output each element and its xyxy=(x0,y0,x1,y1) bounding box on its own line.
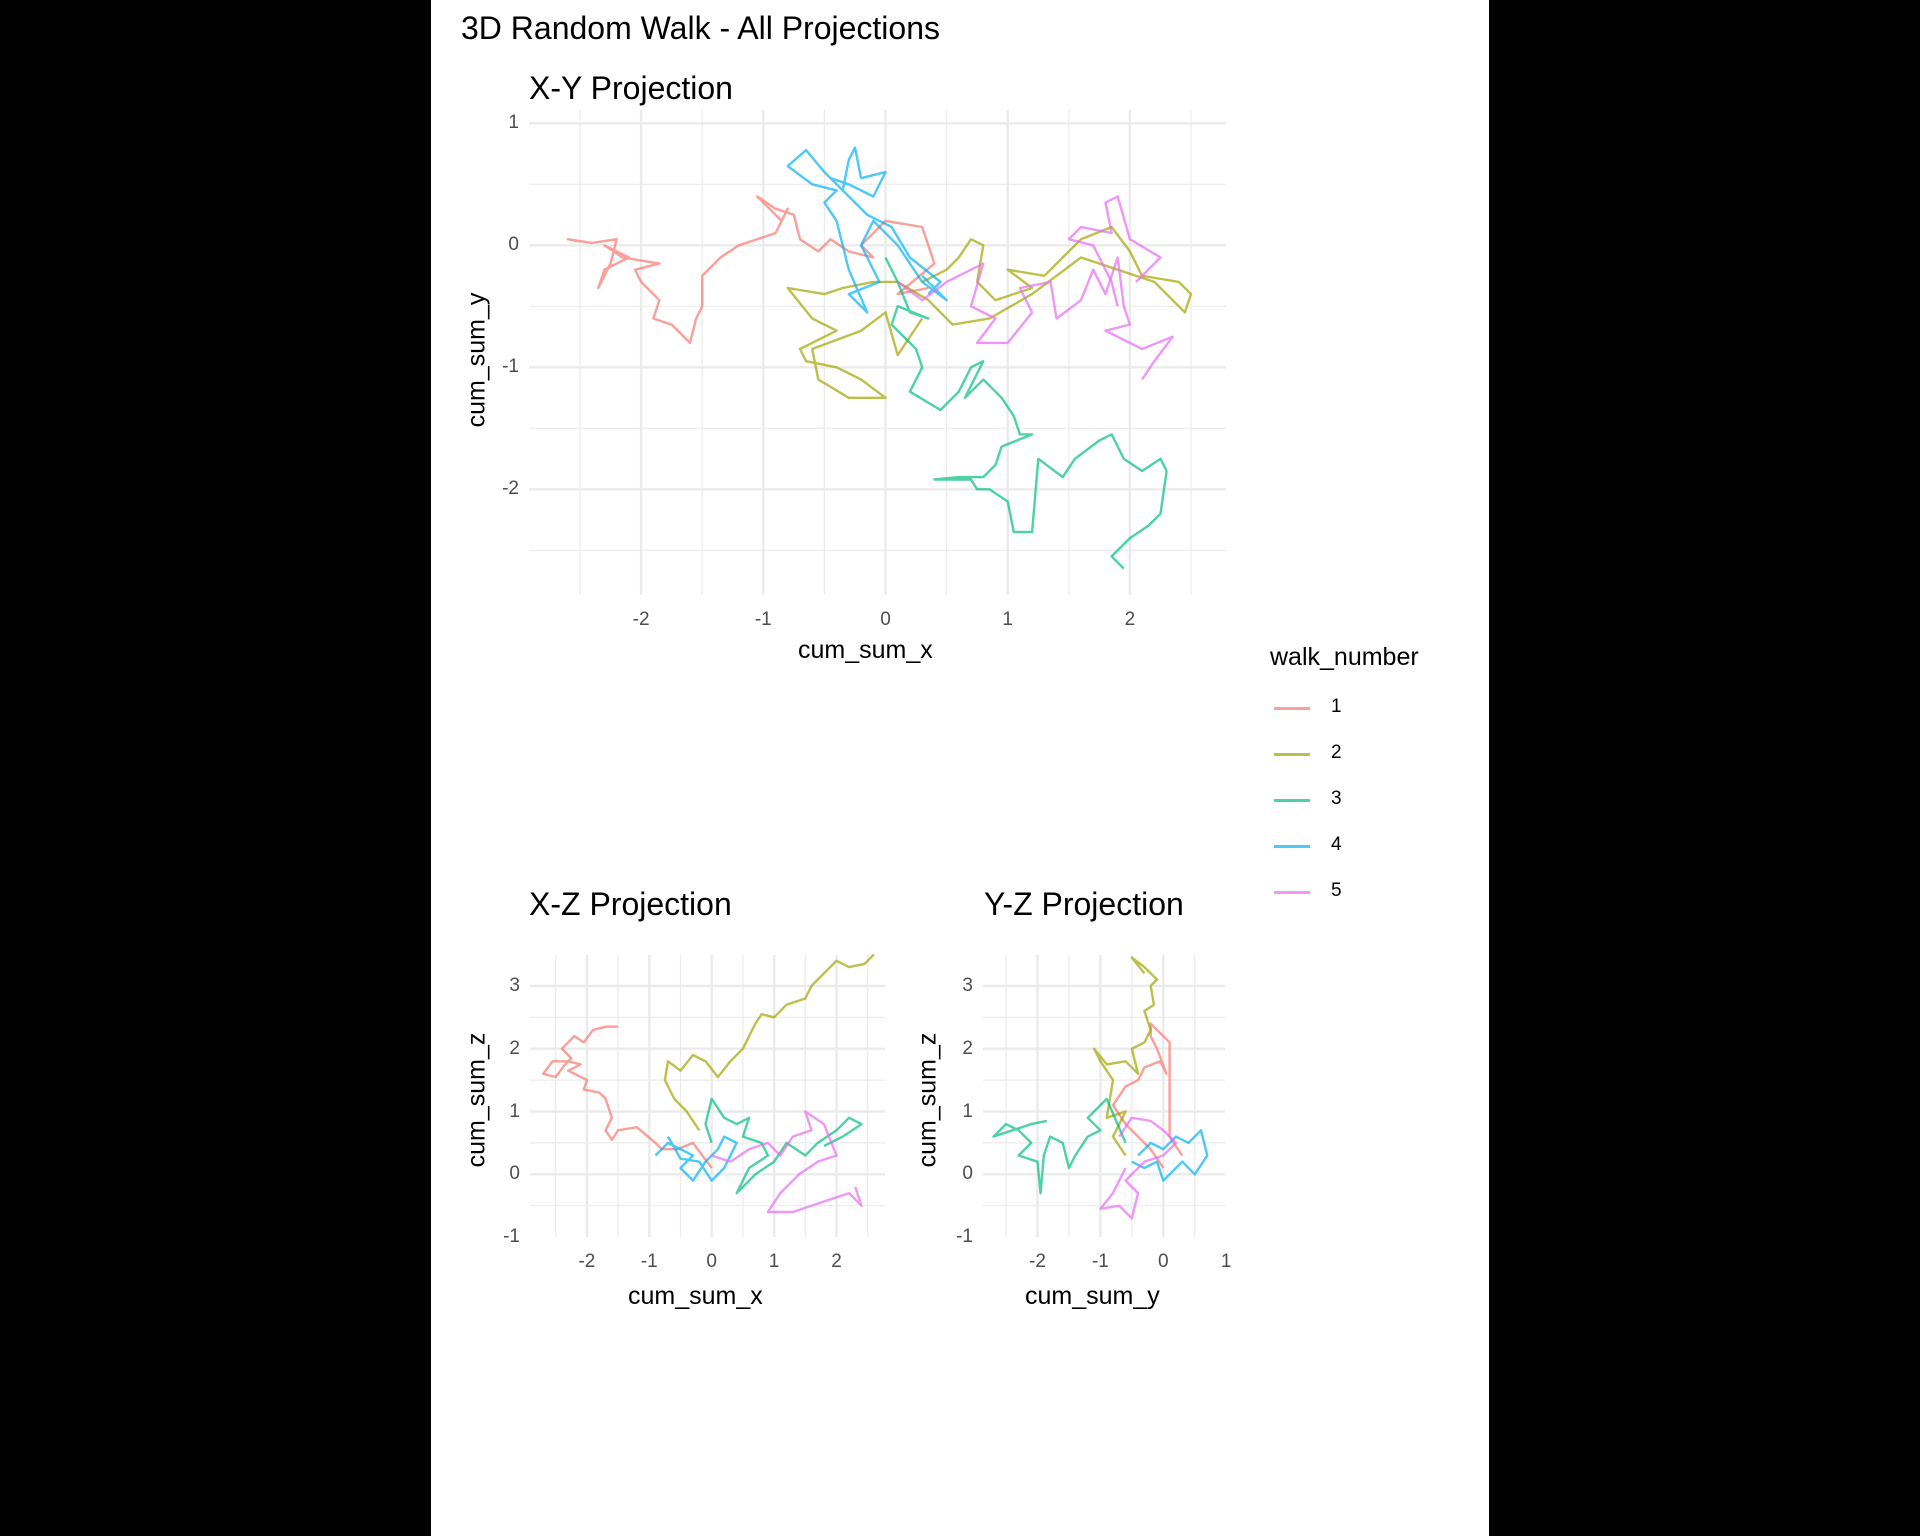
legend-label-4: 4 xyxy=(1331,834,1342,855)
walk-line-2 xyxy=(786,225,1193,399)
yz-x-axis-title: cum_sum_y xyxy=(1025,1282,1160,1310)
walk-line-5 xyxy=(896,256,1174,381)
xz-y-tick: 3 xyxy=(509,974,520,996)
xy-y-tick: 0 xyxy=(508,234,519,256)
walk-line-5 xyxy=(711,1110,863,1214)
yz-x-tick: 1 xyxy=(1220,1251,1232,1272)
xy-x-axis-title: cum_sum_x xyxy=(798,636,933,664)
yz-x-tick: -1 xyxy=(1091,1251,1109,1272)
legend-key-1 xyxy=(1274,706,1310,710)
xz-x-tick: 1 xyxy=(768,1251,780,1272)
walk-line-5b xyxy=(1067,195,1162,307)
yz-y-tick: 2 xyxy=(962,1037,973,1059)
yz-y-tick: -1 xyxy=(956,1226,973,1248)
xz-y-tick: 1 xyxy=(509,1100,520,1122)
xy-x-tick: -1 xyxy=(754,609,772,630)
xy-y-tick: -2 xyxy=(502,478,519,500)
xz-y-tick: 0 xyxy=(509,1163,520,1185)
legend-label-5: 5 xyxy=(1331,880,1342,901)
walk-line-5 xyxy=(1099,1116,1178,1220)
xy-panel-title: X-Y Projection xyxy=(529,70,733,106)
walk-line-2 xyxy=(1092,956,1159,1157)
yz-y-tick: 0 xyxy=(962,1163,973,1185)
walk-line-4 xyxy=(1131,1129,1209,1182)
xz-x-tick: -1 xyxy=(640,1251,658,1272)
legend-key-3 xyxy=(1274,798,1310,802)
xy-x-tick: 2 xyxy=(1124,609,1136,630)
legend-key-2 xyxy=(1274,752,1310,756)
xy-panel xyxy=(529,110,1226,595)
walk-line-3 xyxy=(884,256,1168,570)
legend-title: walk_number xyxy=(1270,643,1419,671)
walk-line-1 xyxy=(566,195,936,345)
yz-y-tick: 3 xyxy=(962,974,973,996)
yz-x-tick: -2 xyxy=(1029,1251,1046,1272)
legend-label-1: 1 xyxy=(1331,696,1342,717)
legend-label-3: 3 xyxy=(1331,788,1342,809)
xy-x-tick: 0 xyxy=(880,609,891,630)
xz-x-tick: 0 xyxy=(706,1251,717,1272)
xz-x-axis-title: cum_sum_x xyxy=(628,1282,763,1310)
walk-line-3 xyxy=(992,1097,1127,1195)
legend-label-2: 2 xyxy=(1331,742,1342,763)
walk-line-3 xyxy=(704,1097,863,1195)
xz-panel xyxy=(530,953,885,1237)
walk-line-1 xyxy=(542,1025,713,1169)
xz-panel-title: X-Z Projection xyxy=(529,886,732,922)
xz-y-tick: -1 xyxy=(503,1226,520,1248)
walk-line-4 xyxy=(786,146,948,314)
yz-x-tick: 0 xyxy=(1158,1251,1169,1272)
xy-x-tick: 1 xyxy=(1002,609,1013,630)
walk-line-2 xyxy=(663,953,875,1131)
legend-key-5 xyxy=(1274,890,1310,894)
xz-x-tick: 2 xyxy=(831,1251,842,1272)
xz-x-tick: -2 xyxy=(578,1251,596,1272)
legend-key-4 xyxy=(1274,844,1310,848)
yz-y-tick: 1 xyxy=(962,1100,973,1122)
xy-y-tick: -1 xyxy=(502,356,519,378)
xz-y-tick: 2 xyxy=(509,1037,520,1059)
walk-line-1 xyxy=(1111,1022,1184,1169)
xy-y-tick: 1 xyxy=(508,112,519,134)
xy-x-tick: -2 xyxy=(632,609,650,630)
yz-panel xyxy=(983,955,1225,1237)
yz-panel-title: Y-Z Projection xyxy=(984,886,1184,922)
walk-line-4 xyxy=(654,1135,738,1182)
figure-title: 3D Random Walk - All Projections xyxy=(461,10,940,46)
